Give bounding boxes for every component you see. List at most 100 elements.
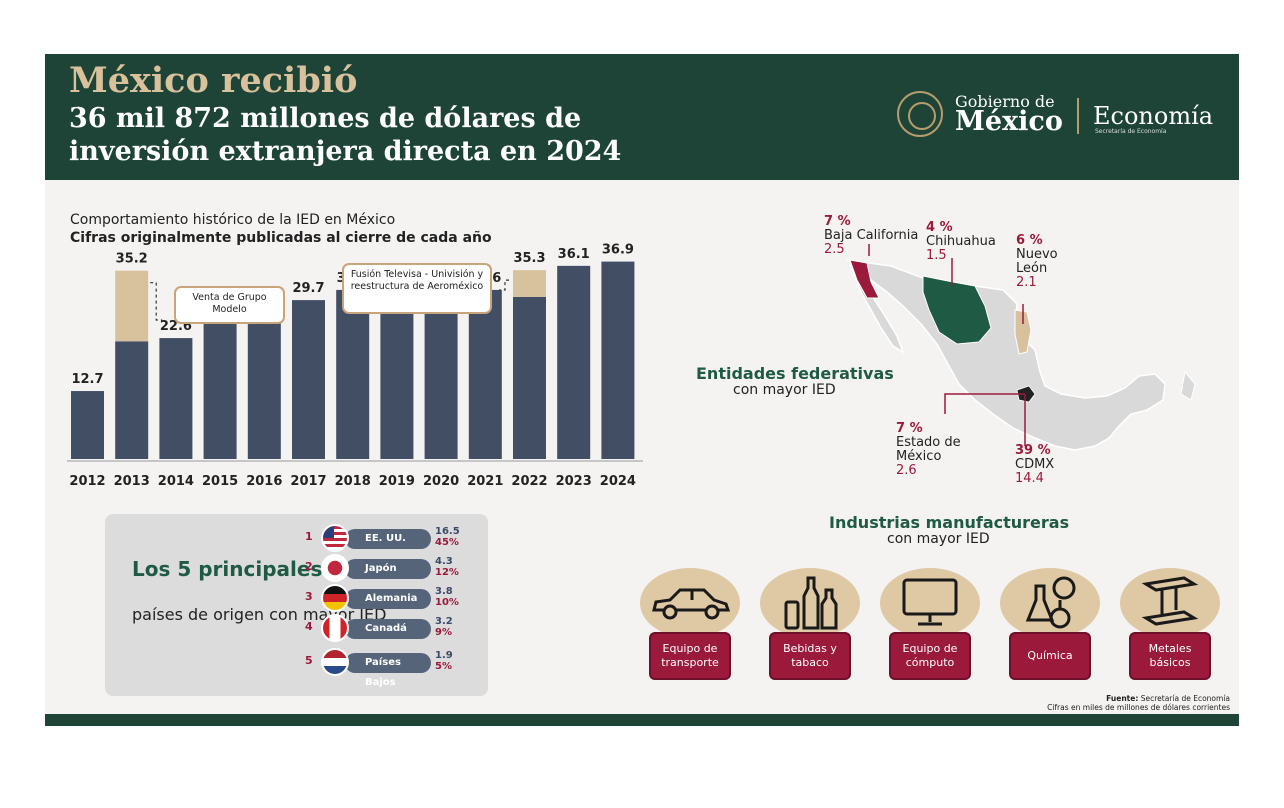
x-tick-label: 2019 <box>379 474 415 489</box>
annotation-connector <box>150 282 163 321</box>
bar-value-label: 29.7 <box>292 281 324 296</box>
country-percent: 10% <box>435 597 459 608</box>
chart-title: Comportamiento histórico de la IED en Mé… <box>70 212 396 228</box>
bar-2012 <box>71 391 104 459</box>
flask-icon <box>1025 576 1076 629</box>
x-tick-label: 2015 <box>202 474 238 489</box>
states-subtitle: con mayor IED <box>733 382 836 398</box>
bar-2020 <box>424 303 458 459</box>
chart-subtitle: Cifras originalmente publicadas al cierr… <box>70 230 492 246</box>
country-value: 1.9 <box>435 650 453 661</box>
canada-flag-icon <box>321 614 349 642</box>
bar-value-label: 35.2 <box>116 252 148 267</box>
x-tick-label: 2023 <box>556 474 592 489</box>
country-row: 2 Japón 4.3 12% <box>305 554 475 582</box>
bar-extra-2013 <box>115 270 149 342</box>
annotation-connector <box>499 279 509 291</box>
bar-value-label: 35.3 <box>513 251 545 266</box>
map-country-shape <box>845 258 1166 451</box>
country-value: 4.3 <box>435 556 453 567</box>
map-guf-islands <box>1180 370 1196 401</box>
country-value: 3.2 <box>435 616 453 627</box>
x-tick-label: 2020 <box>423 474 459 489</box>
country-rank: 1 <box>305 530 313 543</box>
header-subtitle: 36 mil 872 millones de dólares de invers… <box>69 103 622 167</box>
national-seal-icon <box>897 91 943 137</box>
bar-value-label: 36.9 <box>602 243 634 258</box>
country-rank: 3 <box>305 590 313 603</box>
mexico-map <box>845 244 1196 451</box>
country-name: Japón <box>345 559 431 579</box>
map-cdmx <box>1016 385 1036 403</box>
industry-label: Equipo de transporte <box>649 632 731 680</box>
us-flag-icon <box>321 524 349 552</box>
states-title: Entidades federativas <box>696 364 894 383</box>
industry-label: Metales básicos <box>1129 632 1211 680</box>
logo-divider <box>1077 98 1079 134</box>
country-rank: 5 <box>305 654 313 667</box>
country-percent: 5% <box>435 661 452 672</box>
x-tick-label: 2018 <box>335 474 371 489</box>
monitor-icon <box>902 578 958 626</box>
annotation-televisa: Fusión Televisa - Univisión y reestructu… <box>342 263 492 314</box>
x-tick-label: 2021 <box>467 474 503 489</box>
logo-gobierno-line1: Gobierno de <box>955 92 1055 111</box>
state-baja-california: 7 % Baja California 2.5 <box>824 214 919 257</box>
industry-label: Bebidas y tabaco <box>769 632 851 680</box>
country-rank: 2 <box>305 560 313 573</box>
country-name: Países Bajos <box>345 653 431 688</box>
map-baja-california <box>849 259 880 299</box>
bar-2021 <box>468 289 502 459</box>
map-chihuahua <box>922 275 992 345</box>
bar-2022 <box>513 296 546 459</box>
industry-label: Equipo de cómputo <box>889 632 971 680</box>
bar-2015 <box>203 307 237 459</box>
bar-2016 <box>247 316 281 459</box>
country-row: 3 Alemania 3.8 10% <box>305 584 475 612</box>
germany-flag-icon <box>321 584 349 612</box>
header-title: México recibió <box>69 60 358 101</box>
bottles-icon <box>784 576 838 630</box>
countries-panel: Los 5 principales países de origen con m… <box>105 514 488 696</box>
bar-extra-2022 <box>513 270 546 297</box>
x-tick-label: 2022 <box>511 474 547 489</box>
countries-title: Los 5 principales <box>132 557 323 581</box>
x-tick-label: 2024 <box>600 474 636 489</box>
map-nuevo-leon <box>1014 309 1032 355</box>
country-rank: 4 <box>305 620 313 633</box>
bar-2018 <box>336 289 370 459</box>
header-banner: México recibió 36 mil 872 millones de dó… <box>45 54 1239 180</box>
state-estado-de-mexico: 7 % Estado de México 2.6 <box>896 421 961 478</box>
country-row: 4 Canadá 3.2 9% <box>305 614 475 642</box>
ied-bar-chart: 12.7201235.2201322.6201428.4201526.72016… <box>67 243 643 489</box>
annotation-grupo-modelo: Venta de Grupo Modelo <box>174 286 285 324</box>
bar-2014 <box>159 338 193 459</box>
x-tick-label: 2016 <box>246 474 282 489</box>
bar-2017 <box>292 300 325 459</box>
logo-gobierno-line2: México <box>955 106 1063 137</box>
country-row: 5 Países Bajos 1.9 5% <box>305 648 475 688</box>
japan-flag-icon <box>321 554 349 582</box>
country-name: Canadá <box>345 619 431 639</box>
bar-2023 <box>557 265 591 459</box>
country-value: 16.5 <box>435 526 460 537</box>
country-name: EE. UU. <box>345 529 431 549</box>
country-percent: 12% <box>435 567 459 578</box>
infographic-card: México recibió 36 mil 872 millones de dó… <box>45 54 1239 726</box>
netherlands-flag-icon <box>321 648 349 676</box>
logo-economia: Economía <box>1093 102 1214 130</box>
x-tick-label: 2014 <box>158 474 194 489</box>
logo-economia-subtitle: Secretaría de Economía <box>1095 128 1167 135</box>
car-icon <box>652 588 731 620</box>
x-tick-label: 2013 <box>114 474 150 489</box>
country-value: 3.8 <box>435 586 453 597</box>
source-note: Fuente: Secretaría de Economía Cifras en… <box>1047 694 1230 712</box>
bar-value-label: 36.1 <box>558 247 590 262</box>
country-percent: 45% <box>435 537 459 548</box>
country-percent: 9% <box>435 627 452 638</box>
bar-2013 <box>115 341 149 459</box>
state-cdmx: 39 % CDMX 14.4 <box>1015 443 1055 486</box>
x-tick-label: 2012 <box>69 474 105 489</box>
country-row: 1 EE. UU. 16.5 45% <box>305 524 475 552</box>
bar-2024 <box>601 261 635 459</box>
